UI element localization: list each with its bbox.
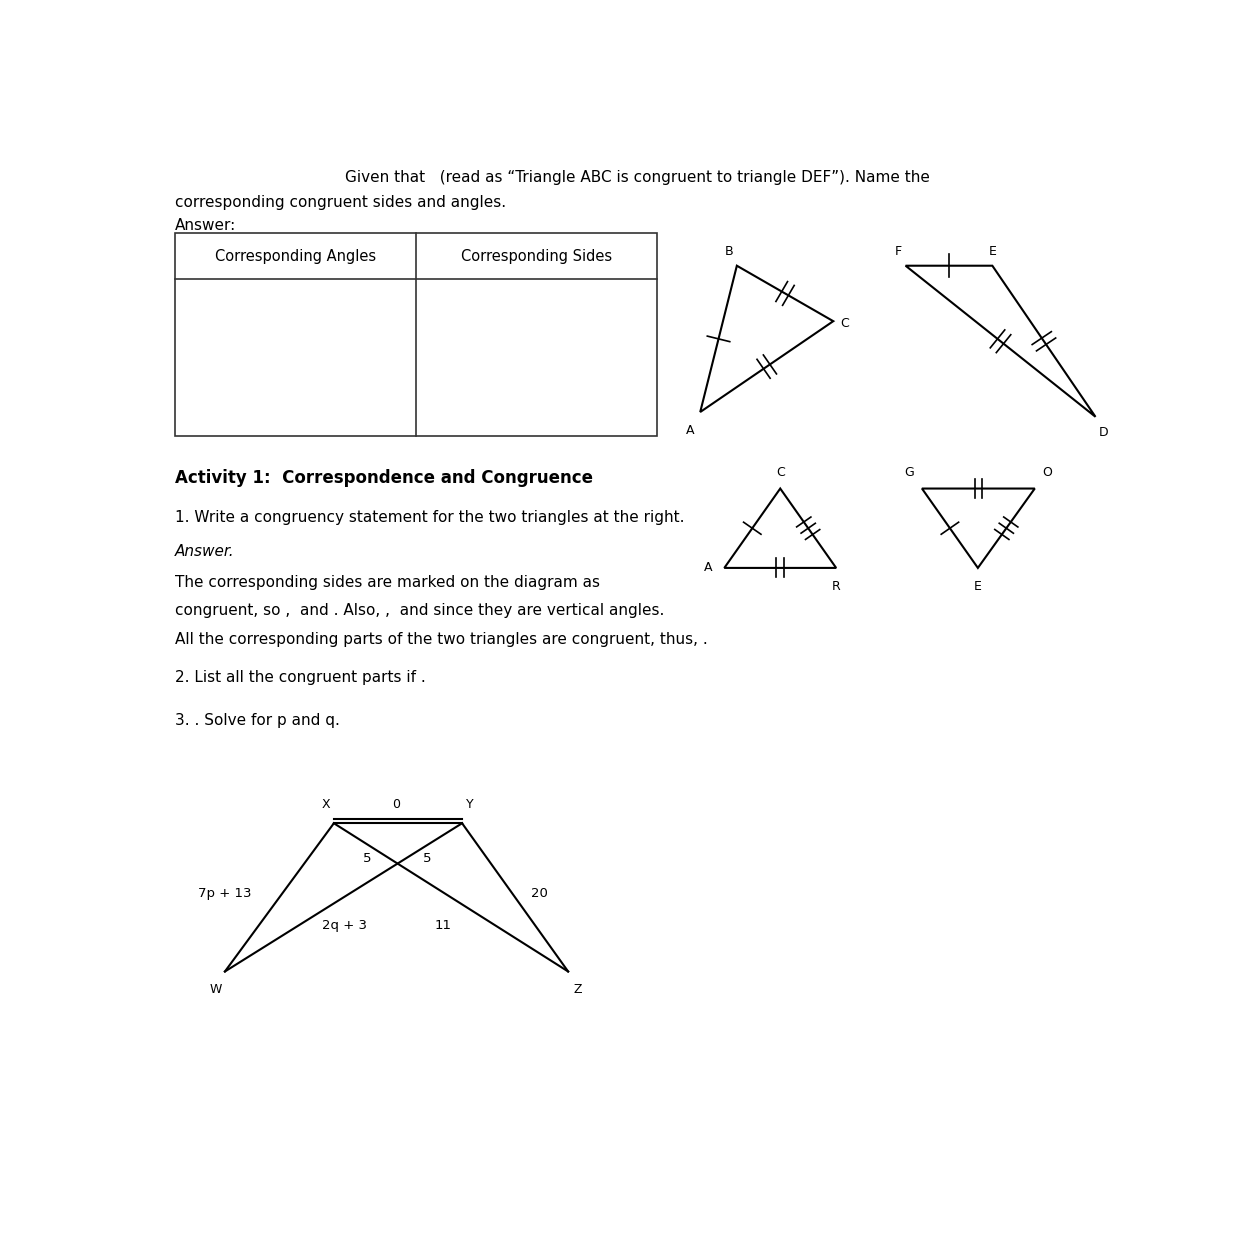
Text: X: X	[322, 797, 331, 811]
Text: F: F	[894, 245, 902, 258]
Text: A: A	[704, 561, 713, 574]
Text: 5: 5	[363, 852, 372, 866]
Text: Answer:: Answer:	[174, 217, 236, 233]
Text: 20: 20	[531, 887, 549, 899]
Text: Corresponding Angles: Corresponding Angles	[215, 248, 376, 263]
Text: Answer.: Answer.	[174, 544, 234, 559]
Text: C: C	[776, 466, 785, 479]
Bar	[174, 233, 657, 436]
Text: 0: 0	[393, 797, 401, 811]
Text: O: O	[1042, 466, 1052, 479]
Text: congruent, so ,  and . Also, ,  and since they are vertical angles.: congruent, so , and . Also, , and since …	[174, 604, 664, 619]
Text: Y: Y	[466, 797, 474, 811]
Text: 7p + 13: 7p + 13	[198, 887, 251, 899]
Text: Z: Z	[573, 982, 582, 996]
Text: E: E	[974, 580, 982, 594]
Text: C: C	[840, 317, 848, 329]
Text: E: E	[989, 245, 996, 258]
Text: corresponding congruent sides and angles.: corresponding congruent sides and angles…	[174, 195, 506, 210]
Text: 11: 11	[434, 919, 452, 932]
Text: W: W	[209, 982, 221, 996]
Text: R: R	[832, 580, 841, 594]
Text: D: D	[1098, 426, 1108, 440]
Text: Activity 1:  Correspondence and Congruence: Activity 1: Correspondence and Congruenc…	[174, 469, 593, 487]
Text: Corresponding Sides: Corresponding Sides	[460, 248, 612, 263]
Text: 1. Write a congruency statement for the two triangles at the right.: 1. Write a congruency statement for the …	[174, 509, 684, 524]
Text: B: B	[725, 245, 734, 258]
Text: G: G	[904, 466, 914, 479]
Text: A: A	[687, 425, 695, 437]
Text: 2q + 3: 2q + 3	[322, 919, 367, 932]
Text: Given that   (read as “Triangle ABC is congruent to triangle DEF”). Name the: Given that (read as “Triangle ABC is con…	[345, 170, 931, 185]
Text: 3. . Solve for p and q.: 3. . Solve for p and q.	[174, 713, 340, 728]
Text: 2. List all the congruent parts if .: 2. List all the congruent parts if .	[174, 671, 425, 686]
Text: 5: 5	[423, 852, 432, 866]
Text: The corresponding sides are marked on the diagram as: The corresponding sides are marked on th…	[174, 575, 600, 590]
Text: All the corresponding parts of the two triangles are congruent, thus, .: All the corresponding parts of the two t…	[174, 632, 708, 647]
